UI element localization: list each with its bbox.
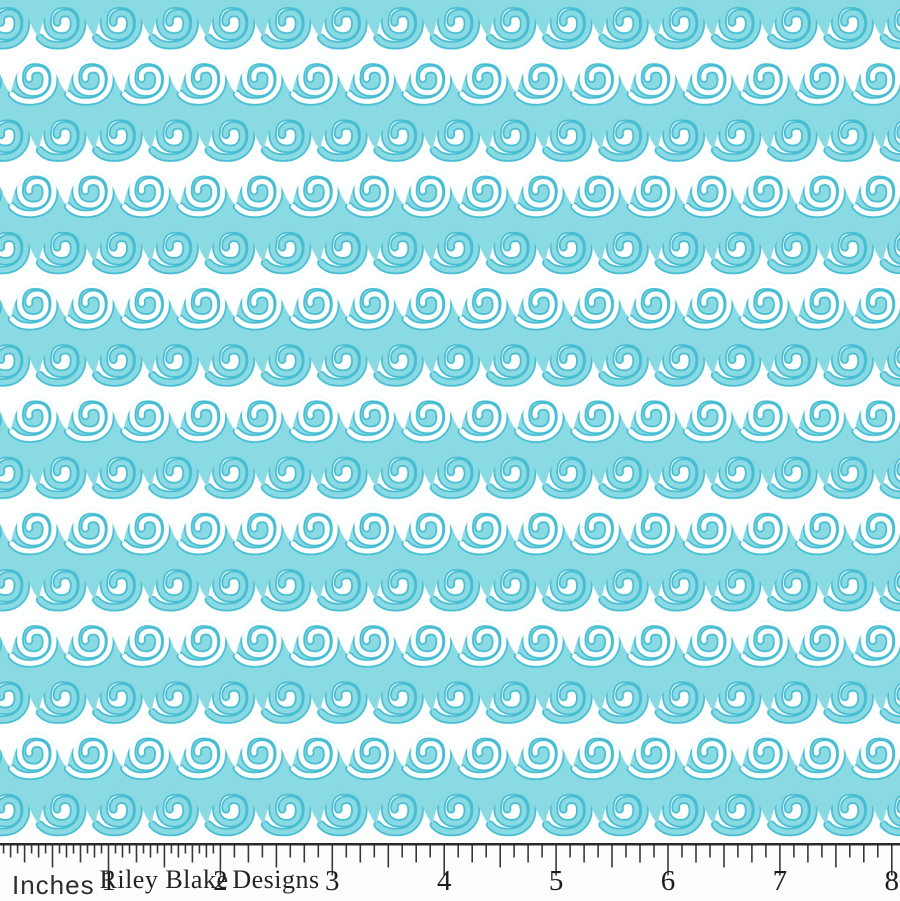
ruler-number-7: 7 [772,865,788,897]
ruler-number-4: 4 [436,865,452,897]
wave-pattern-fill [0,0,900,843]
ruler-number-5: 5 [548,865,564,897]
brand-text-designs: Designs [232,865,320,894]
ruler-ticks [0,843,900,876]
ruler-number-6: 6 [660,865,676,897]
wave-fabric-pattern [0,0,900,843]
wave-pattern-svg [0,0,900,843]
brand-text-riley-blake: Riley Blake [99,865,229,894]
ruler-number-3: 3 [325,865,340,897]
ruler-number-2: 2 [213,865,228,897]
ruler-unit-label: Inches [12,870,95,900]
ruler: Inches Riley Blake Designs 1 2 3 4 5 6 7 8 [0,843,900,900]
ruler-number-1: 1 [101,865,116,897]
ruler-number-8: 8 [884,865,900,897]
